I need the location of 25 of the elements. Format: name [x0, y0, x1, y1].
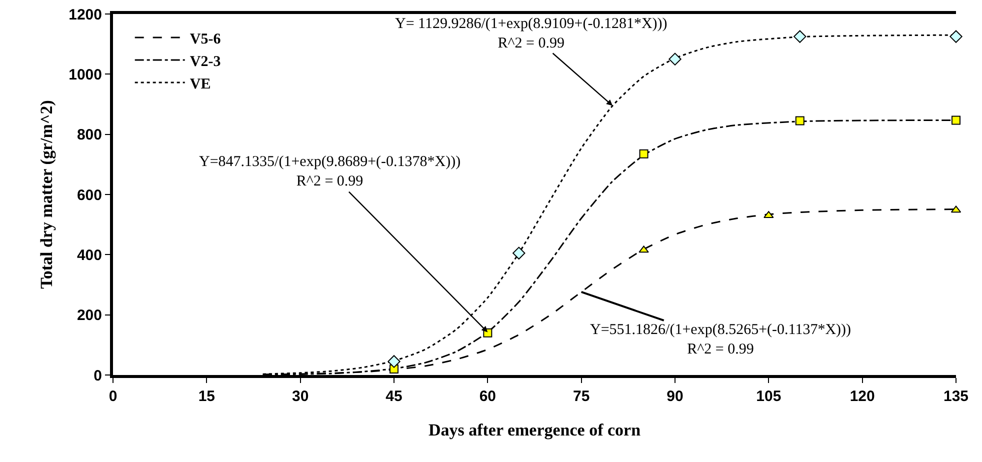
x-tick-label: 15: [198, 388, 216, 405]
annotation: Y= 1129.9286/(1+exp(8.9109+(-0.1281*X))) R^2 = 0.99: [395, 16, 668, 52]
x-tick-label: 0: [108, 388, 118, 405]
annotation: Y=551.1826/(1+exp(8.5265+(-0.1137*X))) R^2 = 0.99: [590, 322, 852, 358]
x-tick-label: 135: [943, 388, 969, 405]
x-tick-label: 60: [479, 388, 496, 405]
y-tick-label: 400: [76, 246, 102, 264]
y-tick-label: 0: [94, 367, 102, 384]
y-tick-label: 800: [76, 126, 102, 144]
x-tick-label: 30: [292, 388, 309, 405]
y-tick-label: 1000: [68, 66, 102, 84]
legend-label: VE: [190, 76, 211, 92]
legend-label: V5-6: [190, 31, 222, 48]
y-tick-label: 200: [76, 307, 102, 324]
legend-label: V2-3: [190, 54, 221, 70]
x-tick-label: 105: [756, 388, 782, 405]
annotation: Y=847.1335/(1+exp(9.8689+(-0.1378*X))) R^2 = 0.99: [199, 154, 461, 190]
x-tick-label: 120: [850, 388, 875, 405]
y-tick-label: 1200: [68, 6, 102, 24]
x-axis-title: Days after emergence of corn: [428, 420, 642, 440]
y-axis-title: Total dry matter (gr/m^2): [37, 100, 56, 289]
y-tick-label: 600: [76, 186, 102, 204]
x-tick-label: 75: [572, 388, 590, 405]
x-tick-label: 90: [666, 388, 684, 405]
x-tick-label: 45: [386, 388, 402, 405]
